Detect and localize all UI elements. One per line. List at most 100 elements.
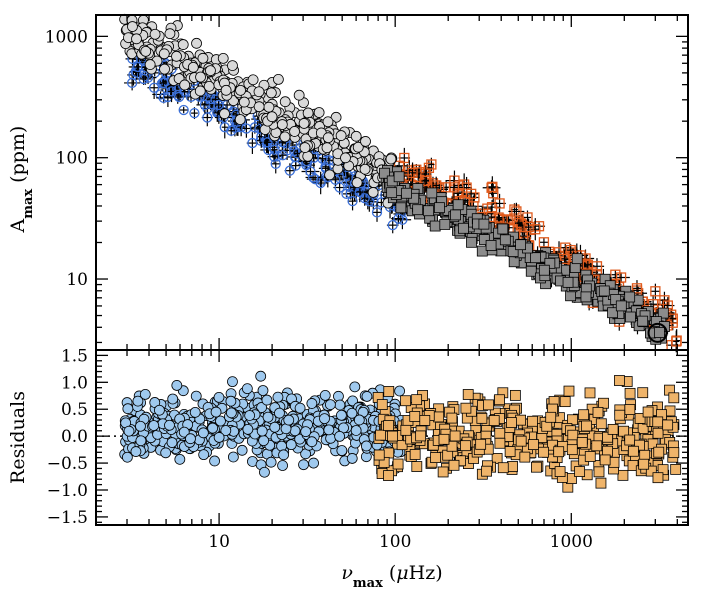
residual-circle-point: [226, 407, 237, 419]
orange-square-point: [582, 259, 593, 270]
residual-square-point: [670, 463, 682, 475]
grey-circle-point: [247, 74, 259, 86]
grey-circle-point: [179, 79, 191, 91]
grey-square-point: [625, 311, 636, 323]
residual-circle-point: [227, 451, 239, 463]
residual-square-point: [494, 427, 506, 439]
residual-circle-point: [171, 380, 183, 391]
grey-circle-point: [263, 101, 275, 113]
residual-circle-point: [132, 395, 144, 407]
blue-circle-point: [138, 73, 149, 85]
blue-circle-point: [307, 172, 319, 183]
orange-square-point: [659, 295, 670, 306]
orange-square-point: [423, 162, 435, 174]
residual-square-point: [614, 409, 626, 421]
y-tick-label: −1.5: [47, 508, 88, 528]
residual-square-point: [488, 415, 500, 426]
grey-square-point: [624, 291, 636, 303]
residual-square-point: [541, 420, 553, 432]
residual-circle-point: [272, 391, 284, 403]
y-tick-label: 1.5: [61, 346, 88, 366]
grey-square-point: [426, 187, 438, 199]
grey-circle-point: [293, 89, 305, 101]
residual-circle-point: [121, 451, 133, 463]
grey-circle-point: [335, 130, 347, 141]
grey-square-point: [515, 239, 526, 251]
residual-circle-point: [300, 426, 312, 438]
grey-square-point: [429, 220, 441, 232]
residual-square-point: [392, 458, 404, 470]
residuals-panel: 10 100 1000 −1.5 −1.0 −0.5 0.0 0.5 1.0 1.5 Residu…: [7, 346, 689, 589]
grey-square-point: [478, 234, 490, 245]
orange-square-point: [452, 188, 463, 199]
grey-circle-point: [272, 74, 284, 85]
grey-circle-point: [367, 187, 379, 198]
residual-circle-point: [274, 407, 285, 419]
grey-circle-point: [302, 107, 314, 119]
residual-square-point: [598, 397, 609, 409]
residual-circle-point: [149, 397, 161, 408]
grey-circle-point: [253, 101, 265, 113]
grey-square-point: [386, 187, 398, 199]
residual-square-point: [553, 446, 565, 458]
x-tick-label: 1000: [550, 532, 593, 552]
blue-circle-point: [262, 137, 273, 148]
residual-square-point: [634, 412, 646, 424]
orange-square-point: [404, 165, 415, 176]
grey-circle-point: [350, 130, 362, 142]
residual-circle-point: [256, 402, 267, 413]
orange-square-point: [426, 159, 437, 170]
grey-square-point: [569, 262, 581, 273]
residuals-ticks: 10 100 1000 −1.5 −1.0 −0.5 0.0 0.5 1.0 1.5: [47, 346, 688, 552]
grey-square-point: [499, 234, 511, 246]
residual-square-point: [591, 440, 603, 452]
residual-square-point: [652, 416, 664, 428]
grey-circle-point: [194, 85, 206, 97]
y-tick-label: 0.0: [61, 427, 88, 447]
residual-square-point: [593, 466, 605, 478]
residual-circle-point: [350, 425, 362, 436]
grey-circle-point: [298, 118, 310, 129]
residual-circle-point: [220, 425, 232, 436]
orange-square-point: [509, 204, 520, 215]
residual-circle-point: [283, 414, 295, 426]
blue-circle-point: [189, 107, 200, 119]
residual-circle-point: [323, 424, 335, 436]
residual-circle-point: [324, 399, 336, 411]
residual-circle-point: [361, 391, 373, 402]
residual-square-point: [634, 439, 645, 451]
residual-square-point: [567, 429, 579, 441]
residual-circle-point: [225, 395, 237, 407]
amplitude-points: [119, 13, 682, 353]
blue-circle-point: [155, 89, 166, 100]
residual-circle-point: [289, 425, 301, 437]
residual-square-point: [653, 446, 665, 458]
residual-circle-point: [189, 406, 201, 418]
blue-circle-point: [270, 158, 281, 169]
grey-circle-point: [140, 45, 152, 57]
residual-square-point: [483, 399, 494, 411]
grey-square-point: [485, 239, 497, 251]
residual-square-point: [538, 446, 549, 458]
y-tick-label: 1000: [45, 27, 88, 47]
residual-square-point: [509, 389, 521, 401]
residual-circle-point: [262, 411, 274, 423]
grey-circle-point: [220, 84, 232, 96]
grey-circle-point: [360, 136, 371, 147]
residual-circle-point: [269, 421, 281, 433]
residual-square-point: [415, 430, 427, 442]
orange-square-point: [511, 206, 522, 217]
blue-circle-point: [387, 219, 398, 231]
y-tick-label: 10: [66, 270, 88, 290]
residual-square-point: [383, 447, 395, 459]
residual-square-point: [449, 430, 461, 442]
residual-circle-point: [135, 420, 146, 432]
residual-square-point: [668, 392, 680, 404]
orange-square-point: [421, 175, 432, 186]
residual-circle-point: [160, 447, 172, 459]
orange-square-point: [559, 253, 570, 265]
residual-square-point: [527, 415, 538, 427]
residual-circle-point: [319, 389, 331, 401]
grey-circle-point: [203, 80, 215, 92]
